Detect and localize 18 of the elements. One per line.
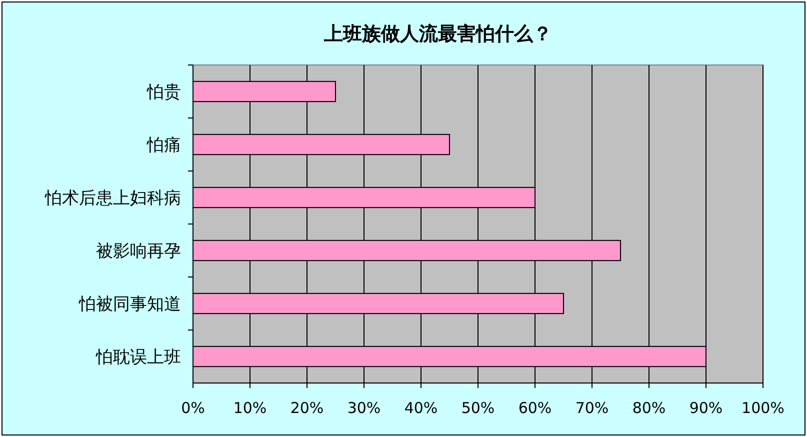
x-tick-label: 100%	[742, 399, 784, 417]
x-tick-label: 40%	[404, 399, 438, 417]
y-tick-label: 怕耽误上班	[95, 348, 181, 368]
x-tick-label: 0%	[181, 399, 205, 417]
x-tick-label: 70%	[575, 399, 609, 417]
x-tick-label: 50%	[461, 399, 495, 417]
y-tick-label: 怕贵	[146, 82, 181, 102]
x-tick-label: 20%	[290, 399, 324, 417]
y-tick-label: 怕痛	[146, 136, 181, 156]
y-tick-label: 怕术后患上妇科病	[44, 188, 181, 208]
chart-title: 上班族做人流最害怕什么？	[323, 23, 552, 45]
x-tick-label: 60%	[518, 399, 552, 417]
x-tick-label: 90%	[689, 399, 723, 417]
x-tick-label: 30%	[347, 399, 381, 417]
x-tick-label: 80%	[632, 399, 666, 417]
y-tick-label: 被影响再孕	[96, 242, 181, 262]
x-tick-label: 10%	[233, 399, 267, 417]
y-tick-label: 怕被同事知道	[78, 294, 181, 314]
